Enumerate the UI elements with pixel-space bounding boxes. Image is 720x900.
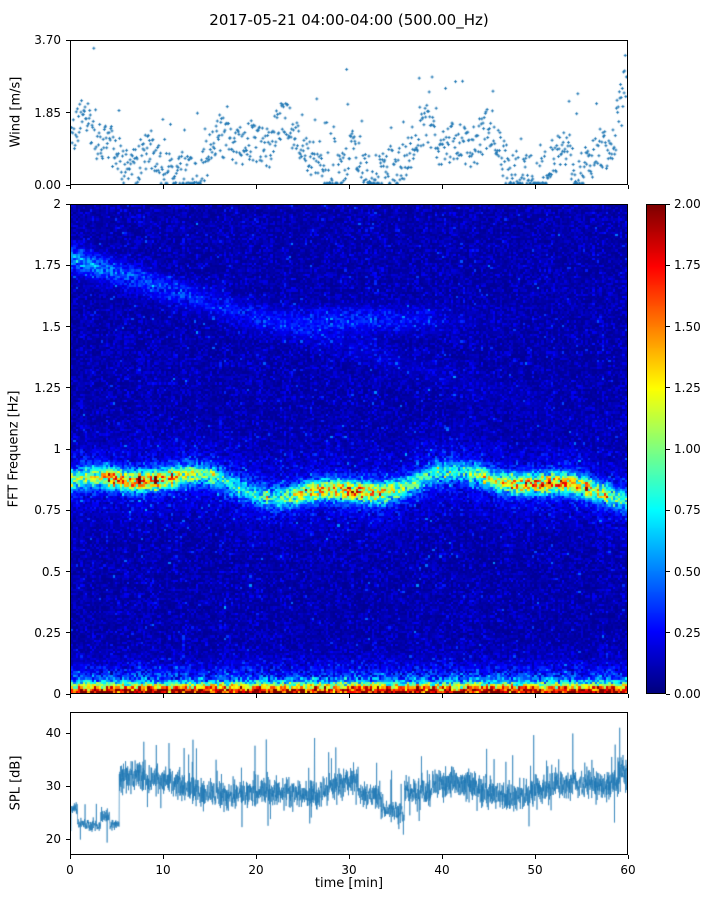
wind-scatter-plot: [70, 40, 628, 185]
spectrogram-ytick-label: 1.75: [34, 258, 61, 273]
wind-xtick: [162, 185, 164, 189]
spl-ytick-label: 30: [45, 779, 61, 794]
spl-xtick: [441, 855, 443, 859]
spl-ytick: [66, 732, 70, 734]
spectrogram-ytick-label: 2: [53, 197, 61, 211]
spl-xtick: [627, 855, 629, 859]
wind-ytick-label: 3.70: [34, 33, 61, 47]
spl-line-plot: [70, 712, 628, 855]
spectrogram-canvas: [71, 205, 627, 693]
spectrogram-ytick-label: 0.75: [34, 503, 61, 518]
colorbar-tick-label: 0.50: [674, 564, 701, 579]
spl-ytick-label: 40: [45, 726, 61, 741]
spectrogram-ytick: [66, 203, 70, 205]
spectrogram-ytick-label: 0: [53, 687, 61, 701]
spl-xtick: [534, 855, 536, 859]
spectrogram-ytick-label: 1.5: [41, 319, 61, 334]
colorbar-tick: [666, 264, 670, 266]
spl-xtick-label: 10: [155, 863, 171, 877]
spectrogram-xtick: [69, 694, 71, 698]
wind-ytick-label: 0.00: [34, 178, 61, 192]
colorbar-tick-label: 1.50: [674, 319, 701, 334]
spectrogram-xtick: [348, 694, 350, 698]
colorbar-tick: [666, 203, 670, 205]
spl-ytick-label: 20: [45, 832, 61, 847]
wind-xtick: [534, 185, 536, 189]
spl-ytick: [66, 785, 70, 787]
spl-line-canvas: [71, 713, 627, 854]
spectrogram-ytick: [66, 264, 70, 266]
wind-scatter-canvas: [71, 41, 627, 184]
spl-xtick-label: 30: [341, 863, 357, 877]
spl-xtick: [162, 855, 164, 859]
spl-xtick-label: 0: [66, 863, 74, 877]
spectrogram-xtick: [162, 694, 164, 698]
spectrogram-ytick: [66, 387, 70, 389]
spectrogram-ytick: [66, 632, 70, 634]
colorbar-tick-label: 1.25: [674, 380, 701, 395]
wind-xtick: [69, 185, 71, 189]
spectrogram-xtick: [534, 694, 536, 698]
colorbar-tick: [666, 571, 670, 572]
wind-xtick: [348, 185, 350, 189]
colorbar-tick-label: 2.00: [674, 197, 701, 211]
colorbar-tick-label: 0.25: [674, 625, 701, 640]
colorbar-tick-label: 0.75: [674, 503, 701, 518]
spectrogram-xtick: [255, 694, 257, 698]
spectrogram-ytick-label: 0.5: [41, 564, 61, 579]
colorbar-tick: [666, 632, 670, 634]
x-axis-label: time [min]: [314, 876, 384, 891]
colorbar-tick: [666, 387, 670, 389]
spectrogram-ytick: [66, 693, 70, 695]
spectrogram-xtick: [441, 694, 443, 698]
figure-title: 2017-05-21 04:00-04:00 (500.00_Hz): [209, 11, 489, 29]
colorbar-tick: [666, 509, 670, 511]
colorbar-tick-label: 1.00: [674, 442, 701, 456]
spl-xtick: [348, 855, 350, 859]
wind-xtick: [627, 185, 629, 189]
spl-xtick-label: 40: [434, 863, 450, 877]
spl-xtick-label: 60: [620, 863, 636, 877]
spl-xtick: [255, 855, 257, 859]
spectrogram-ytick-label: 0.25: [34, 625, 61, 640]
spectrogram-plot: [70, 204, 628, 694]
colorbar-tick: [666, 693, 670, 695]
spectrogram-xtick: [627, 694, 629, 698]
spl-xtick-label: 20: [248, 863, 264, 877]
spectrogram-ytick-label: 1: [53, 442, 61, 456]
spectrogram-ytick: [66, 509, 70, 511]
spectrogram-ytick: [66, 448, 70, 450]
wind-xtick: [255, 185, 257, 189]
colorbar-tick-label: 1.75: [674, 258, 701, 273]
spl-xtick: [69, 855, 71, 859]
spl-xtick-label: 50: [527, 863, 543, 877]
colorbar-tick: [666, 326, 670, 327]
wind-ytick: [66, 112, 70, 113]
wind-ytick-label: 1.85: [34, 105, 61, 120]
wind-ytick: [66, 39, 70, 41]
spectrogram-ytick: [66, 571, 70, 572]
wind-ytick: [66, 184, 70, 186]
spectrogram-ytick-label: 1.25: [34, 380, 61, 395]
colorbar: [646, 204, 666, 694]
spectrogram-ytick: [66, 326, 70, 327]
spl-ytick: [66, 838, 70, 840]
wind-xtick: [441, 185, 443, 189]
colorbar-tick: [666, 448, 670, 450]
colorbar-tick-label: 0.00: [674, 687, 701, 701]
colorbar-canvas: [647, 205, 665, 693]
